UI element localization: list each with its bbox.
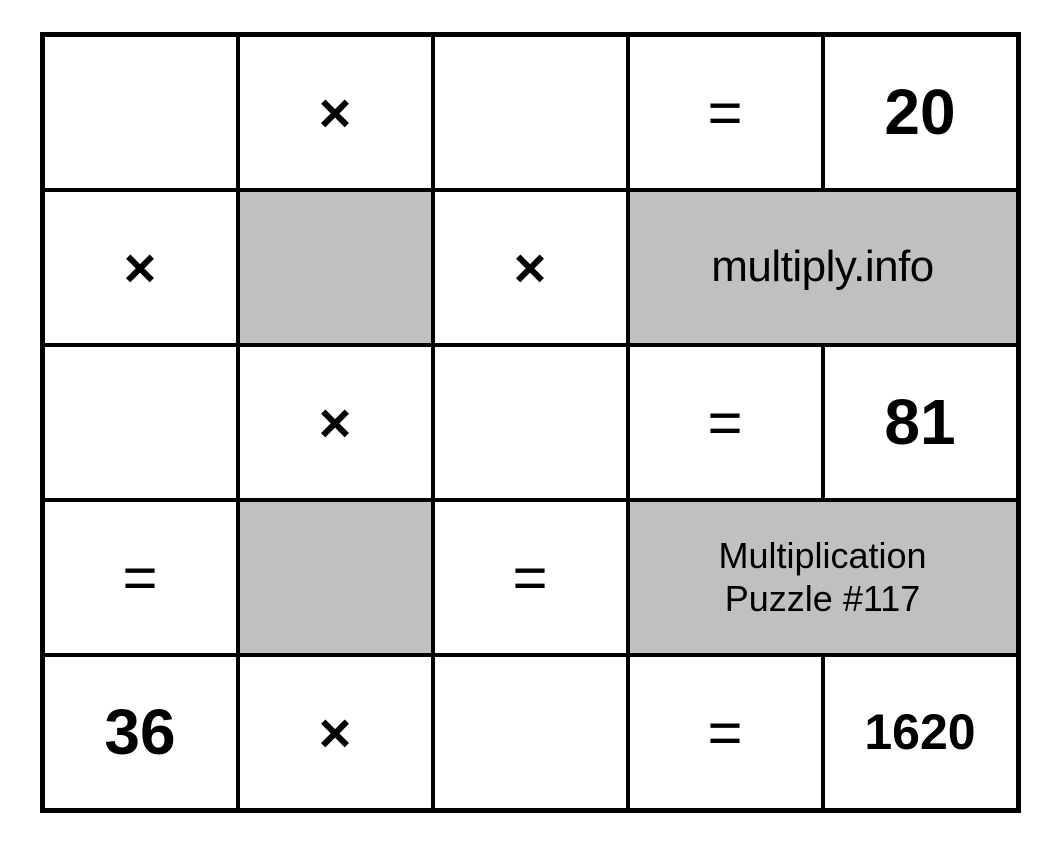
multiply-symbol: ×: [319, 390, 352, 455]
multiply-op-r1: ×: [238, 35, 433, 190]
equals-symbol: =: [122, 543, 157, 612]
input-cell-r1c1[interactable]: [43, 35, 238, 190]
input-cell-r3c1[interactable]: [43, 345, 238, 500]
brand-text: multiply.info: [711, 242, 934, 292]
result-value-r3: 81: [884, 385, 955, 459]
puzzle-title: Multiplication Puzzle #117: [718, 534, 926, 620]
multiply-op-c1: ×: [43, 190, 238, 345]
multiply-symbol: ×: [124, 235, 157, 300]
equals-symbol: =: [707, 78, 742, 147]
input-cell-r3c3[interactable]: [433, 345, 628, 500]
puzzle-title-line2: Puzzle #117: [718, 577, 926, 620]
equals-c1: =: [43, 500, 238, 655]
multiply-symbol: ×: [319, 700, 352, 765]
brand-cell: multiply.info: [628, 190, 1018, 345]
result-value-r1: 20: [884, 75, 955, 149]
multiply-symbol: ×: [319, 80, 352, 145]
puzzle-title-line1: Multiplication: [718, 534, 926, 577]
result-value-r5: 1620: [864, 703, 975, 761]
equals-symbol: =: [707, 388, 742, 457]
multiplication-puzzle-grid: × = 20 × × multiply.info × = 81 = = Mult…: [40, 32, 1021, 813]
result-value-c1: 36: [104, 695, 175, 769]
input-cell-r5c3[interactable]: [433, 655, 628, 810]
multiply-symbol: ×: [514, 235, 547, 300]
result-r1: 20: [823, 35, 1018, 190]
result-c1: 36: [43, 655, 238, 810]
equals-r3: =: [628, 345, 823, 500]
result-r3: 81: [823, 345, 1018, 500]
equals-r1: =: [628, 35, 823, 190]
equals-symbol: =: [512, 543, 547, 612]
equals-r5: =: [628, 655, 823, 810]
multiply-op-r3: ×: [238, 345, 433, 500]
input-cell-r1c3[interactable]: [433, 35, 628, 190]
result-r5: 1620: [823, 655, 1018, 810]
shaded-cell-r2c2: [238, 190, 433, 345]
equals-c3: =: [433, 500, 628, 655]
equals-symbol: =: [707, 698, 742, 767]
shaded-cell-r4c2: [238, 500, 433, 655]
multiply-op-c3: ×: [433, 190, 628, 345]
puzzle-title-cell: Multiplication Puzzle #117: [628, 500, 1018, 655]
multiply-op-r5: ×: [238, 655, 433, 810]
